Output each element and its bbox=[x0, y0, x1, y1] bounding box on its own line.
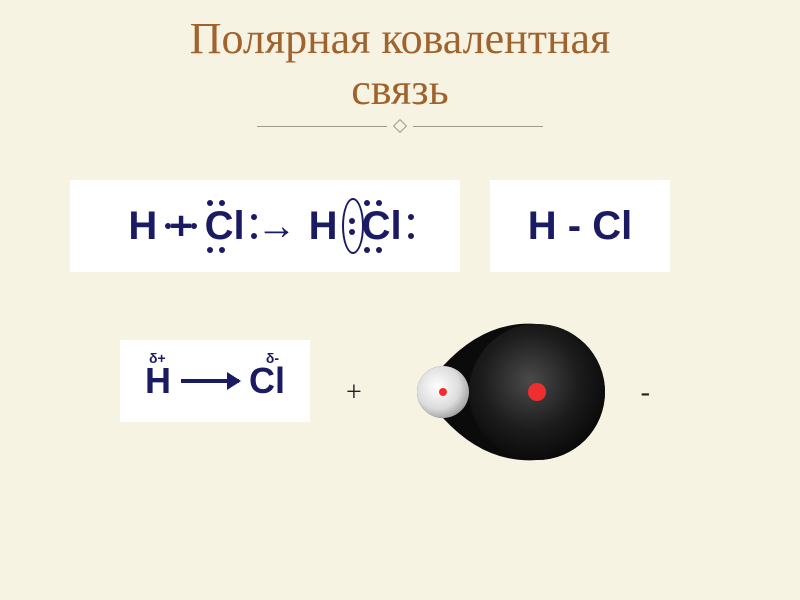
electron-dot bbox=[408, 214, 414, 220]
orbital-cloud-panel: + - bbox=[370, 310, 630, 475]
electron-dot bbox=[408, 233, 414, 239]
h-nucleus-icon bbox=[439, 388, 447, 396]
orbital-minus-label: - bbox=[641, 377, 650, 409]
atom-label-h: H bbox=[309, 204, 338, 249]
electron-dot bbox=[219, 247, 225, 253]
electron-dot bbox=[207, 200, 213, 206]
orbital-cloud-icon bbox=[385, 310, 615, 474]
lewis-structure-panel: H + Cl → H Cl bbox=[70, 180, 460, 272]
electron-dot bbox=[219, 200, 225, 206]
electron-dot bbox=[376, 247, 382, 253]
atom-label-cl: Cl bbox=[205, 204, 245, 249]
electron-dot bbox=[349, 229, 355, 235]
title-line-1: Полярная ковалентная bbox=[190, 14, 611, 63]
title-line-2: связь bbox=[351, 65, 448, 114]
delta-plus-label: δ+ bbox=[149, 350, 166, 366]
plus-symbol: + bbox=[169, 204, 192, 249]
atom-label-h: H bbox=[128, 204, 157, 249]
electron-dot bbox=[251, 214, 257, 220]
electron-dot bbox=[364, 200, 370, 206]
electron-dot bbox=[251, 233, 257, 239]
cl-nucleus-icon bbox=[528, 383, 546, 401]
bond-line-formula: H - Cl bbox=[528, 204, 632, 249]
dipole-cl-label: Cl bbox=[249, 360, 285, 402]
atom-label-cl: Cl bbox=[362, 204, 402, 249]
lewis-h-reactant: H bbox=[122, 204, 163, 249]
electron-dot bbox=[364, 247, 370, 253]
bond-line-panel: H - Cl bbox=[490, 180, 670, 272]
delta-minus-label: δ- bbox=[266, 350, 279, 366]
lewis-equation: H + Cl → H Cl bbox=[122, 204, 407, 249]
divider-line-right bbox=[413, 126, 543, 127]
divider-diamond-icon bbox=[393, 119, 407, 133]
electron-dot bbox=[376, 200, 382, 206]
shared-pair-oval-icon bbox=[342, 198, 364, 254]
electron-dot bbox=[349, 218, 355, 224]
lewis-cl-product: Cl bbox=[356, 204, 408, 249]
slide-title: Полярная ковалентная связь bbox=[0, 0, 800, 115]
dipole-h-label: H bbox=[145, 360, 171, 402]
electron-dot bbox=[191, 223, 197, 229]
dipole-panel: δ+ δ- H Cl bbox=[120, 340, 310, 422]
electron-dot bbox=[207, 247, 213, 253]
reaction-arrow: → bbox=[257, 204, 297, 249]
orbital-stage: + - bbox=[370, 310, 630, 475]
lewis-h-product: H bbox=[303, 204, 344, 249]
orbital-plus-label: + bbox=[346, 377, 362, 409]
dipole-formula: δ+ δ- H Cl bbox=[145, 360, 285, 402]
divider-line-left bbox=[257, 126, 387, 127]
dipole-arrow-icon bbox=[181, 379, 239, 383]
lewis-cl-reactant: Cl bbox=[199, 204, 251, 249]
ornament-divider bbox=[0, 121, 800, 131]
